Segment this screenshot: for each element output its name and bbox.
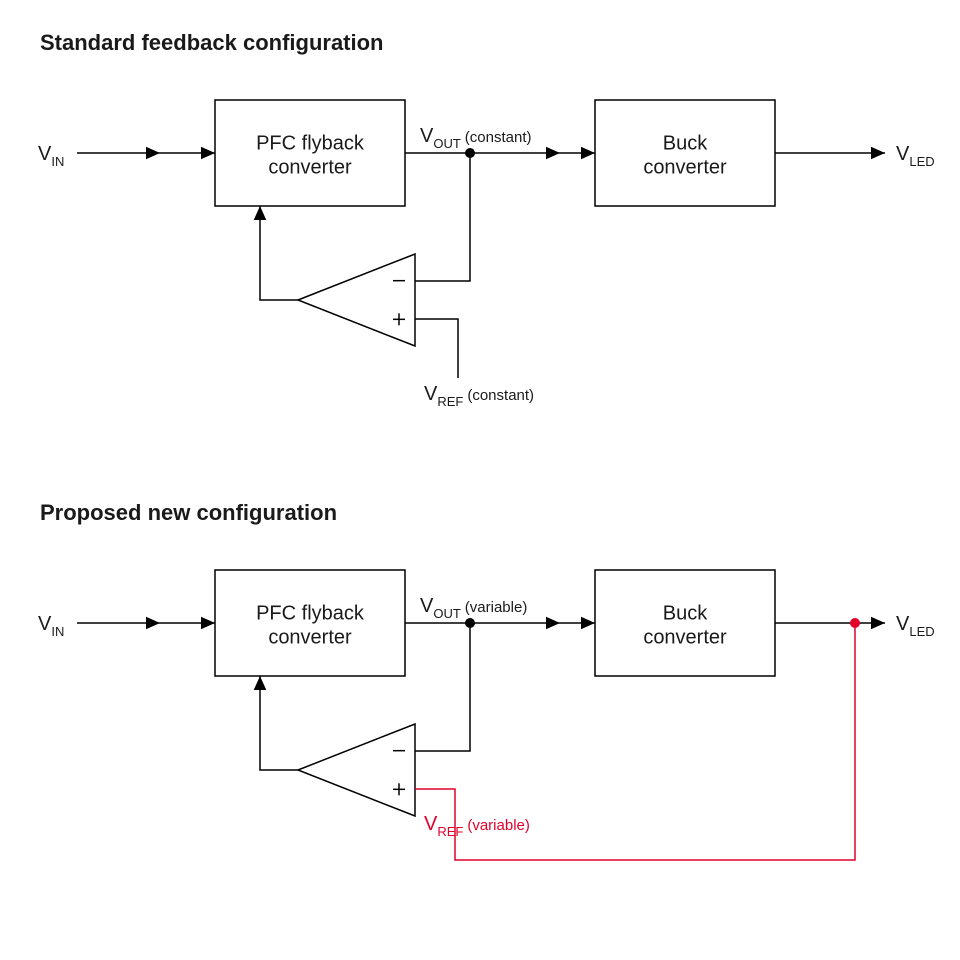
- vin-label: VIN: [38, 613, 64, 639]
- svg-text:converter: converter: [268, 156, 352, 178]
- vref-label: VREF(variable): [424, 813, 530, 839]
- svg-text:Buck: Buck: [663, 132, 708, 154]
- diagram: Standard feedback configuration PFC flyba…: [38, 30, 935, 409]
- svg-text:converter: converter: [268, 626, 352, 648]
- vled-label: VLED: [896, 613, 935, 639]
- diagram-title: Standard feedback configuration: [40, 30, 384, 55]
- vout-label: VOUT(constant): [420, 125, 532, 151]
- svg-text:converter: converter: [643, 626, 727, 648]
- vled-label: VLED: [896, 143, 935, 169]
- diagram: Proposed new configurationPFC flybackcon…: [38, 500, 935, 860]
- svg-text:converter: converter: [643, 156, 727, 178]
- diagram-title: Proposed new configuration: [40, 500, 337, 525]
- vin-label: VIN: [38, 143, 64, 169]
- svg-text:PFC flyback: PFC flyback: [256, 132, 365, 154]
- svg-text:PFC flyback: PFC flyback: [256, 602, 365, 624]
- vref-label: VREF(constant): [424, 383, 534, 409]
- vout-label: VOUT(variable): [420, 595, 527, 621]
- svg-text:Buck: Buck: [663, 602, 708, 624]
